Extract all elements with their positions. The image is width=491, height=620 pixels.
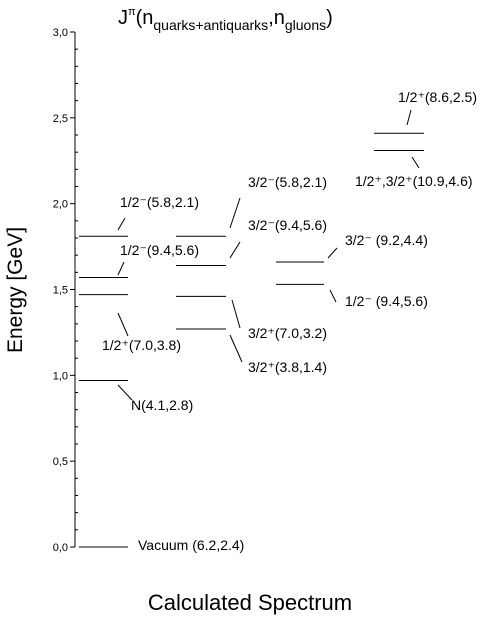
level-label: 3/2⁻(5.8,2.1): [248, 174, 327, 190]
title-part: gluons: [285, 17, 326, 33]
title-part: ,n: [268, 7, 285, 29]
level-label: 1/2⁻ (9.4,5.6): [345, 293, 428, 309]
level-label: 1/2⁺(7.0,3.8): [102, 337, 181, 353]
label-connector: [229, 241, 241, 259]
title-part: quarks+antiquarks: [153, 17, 268, 33]
label-connector: [117, 217, 126, 231]
level-label: N(4.1,2.8): [131, 397, 193, 413]
label-connector: [231, 299, 241, 329]
level-label: 1/2⁺,3/2⁺(10.9,4.6): [355, 173, 473, 189]
title-part: π: [128, 6, 136, 18]
y-tick-label: 1,0: [53, 370, 68, 382]
label-connector: [329, 289, 337, 303]
label-connector: [411, 156, 420, 169]
label-connector: [229, 334, 243, 363]
level-label: 3/2⁺(7.0,3.2): [248, 325, 327, 341]
title-part: (n: [136, 7, 154, 29]
label-connector: [327, 247, 338, 259]
label-connector: [406, 109, 412, 126]
level-label: 3/2⁺(3.8,1.4): [248, 359, 327, 375]
y-axis-label: Energy [GeV]: [4, 227, 27, 353]
label-connector: [117, 261, 125, 276]
level-label: 3/2⁻ (9.2,4.4): [345, 232, 428, 248]
y-tick-label: 2,5: [53, 113, 68, 125]
label-connector: [117, 312, 129, 337]
level-label: 1/2⁻(9.4,5.6): [120, 242, 199, 258]
title-part: ): [326, 7, 333, 29]
level-label: Vacuum (6.2,2.4): [138, 537, 244, 553]
y-tick-label: 0,0: [53, 542, 68, 554]
y-tick-label: 3,0: [53, 27, 68, 39]
level-label: 3/2⁻(9.4,5.6): [248, 217, 327, 233]
level-label: 1/2⁺(8.6,2.5): [398, 89, 477, 105]
chart-title: Jπ(nquarks+antiquarks,ngluons): [118, 6, 333, 33]
y-tick-label: 2,0: [53, 199, 68, 211]
y-tick-label: 0,5: [53, 456, 68, 468]
y-tick-label: 1,5: [53, 285, 68, 297]
level-label: 1/2⁻(5.8,2.1): [120, 194, 199, 210]
label-connector: [229, 197, 241, 229]
x-axis-label: Calculated Spectrum: [148, 590, 352, 615]
title-part: J: [118, 7, 128, 29]
label-connector: [117, 384, 133, 401]
